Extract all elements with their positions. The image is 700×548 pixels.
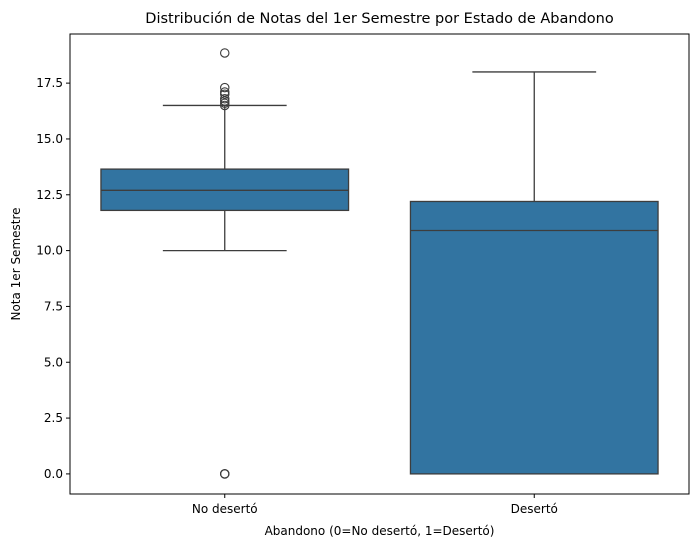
y-tick-label: 15.0	[36, 132, 63, 146]
outlier-point	[220, 469, 230, 479]
y-axis: 0.0 2.5 5.0 7.5 10.0 12.5 15.0 17.5	[36, 76, 70, 481]
box-iqr	[409, 200, 659, 475]
y-tick-label: 17.5	[36, 76, 63, 90]
outlier-point	[220, 82, 230, 93]
y-tick-label: 12.5	[36, 188, 63, 202]
y-tick-label: 0.0	[44, 467, 63, 481]
x-axis: No desertó Desertó	[192, 494, 558, 516]
outlier-point	[220, 100, 230, 111]
outlier-point	[220, 94, 230, 104]
box-group-0	[100, 48, 350, 479]
y-tick-label: 7.5	[44, 299, 63, 313]
y-tick-label: 2.5	[44, 411, 63, 425]
box-group-1	[409, 71, 659, 475]
chart-title: Distribución de Notas del 1er Semestre p…	[145, 11, 614, 27]
y-axis-title: Nota 1er Semestre	[9, 207, 23, 320]
y-tick-label: 5.0	[44, 355, 63, 369]
plot-area	[69, 33, 690, 495]
x-tick-label: Desertó	[511, 502, 558, 516]
outlier-point	[220, 48, 230, 58]
outlier-point	[220, 87, 230, 97]
x-tick-label: No desertó	[192, 502, 258, 516]
y-tick-label: 10.0	[36, 244, 63, 258]
axes-frame	[69, 33, 690, 495]
x-axis-title: Abandono (0=No desertó, 1=Desertó)	[265, 524, 495, 538]
outlier-point	[220, 89, 230, 100]
